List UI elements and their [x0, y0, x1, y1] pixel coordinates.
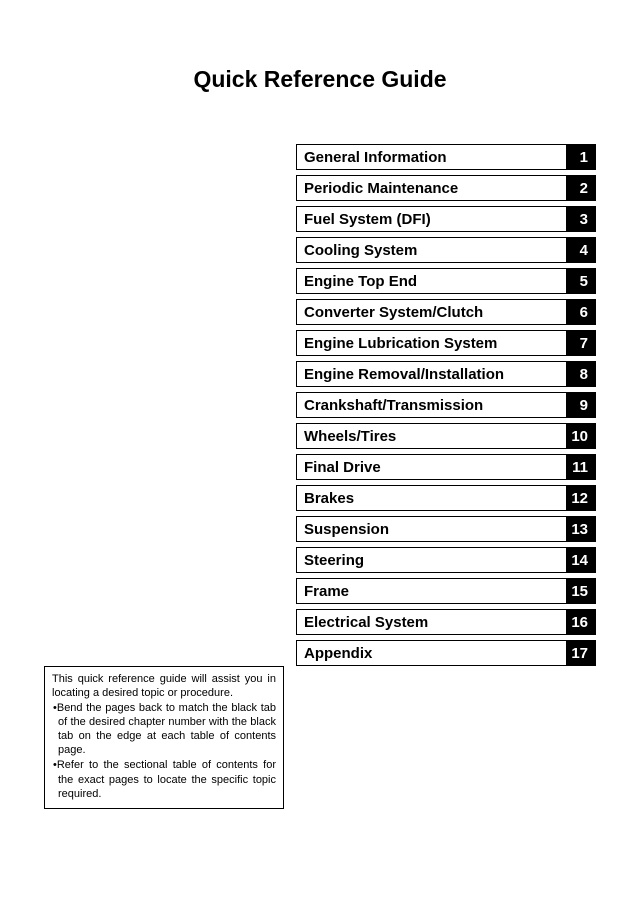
toc-row[interactable]: Engine Top End5	[296, 268, 596, 294]
toc-label: Wheels/Tires	[297, 428, 595, 445]
toc-row[interactable]: Crankshaft/Transmission9	[296, 392, 596, 418]
toc-number: 10	[570, 428, 592, 445]
toc-row[interactable]: Electrical System16	[296, 609, 596, 635]
toc-number: 4	[570, 242, 592, 259]
toc-row[interactable]: Steering14	[296, 547, 596, 573]
toc-number: 1	[570, 149, 592, 166]
toc-label: General Information	[297, 149, 595, 166]
toc-label: Steering	[297, 552, 595, 569]
toc-number: 13	[570, 521, 592, 538]
toc-number: 3	[570, 211, 592, 228]
toc-row[interactable]: Frame15	[296, 578, 596, 604]
toc-label: Final Drive	[297, 459, 595, 476]
toc-label: Periodic Maintenance	[297, 180, 595, 197]
page-title: Quick Reference Guide	[0, 66, 640, 93]
toc-label: Electrical System	[297, 614, 595, 631]
note-line: •Refer to the sectional table of content…	[52, 758, 276, 800]
toc-number: 14	[570, 552, 592, 569]
toc-number: 9	[570, 397, 592, 414]
toc-number: 17	[570, 645, 592, 662]
toc-row[interactable]: General Information1	[296, 144, 596, 170]
toc-label: Engine Top End	[297, 273, 595, 290]
toc-label: Suspension	[297, 521, 595, 538]
note-line: This quick reference guide will assist y…	[52, 672, 276, 700]
toc-row[interactable]: Fuel System (DFI)3	[296, 206, 596, 232]
toc-row[interactable]: Suspension13	[296, 516, 596, 542]
toc-label: Frame	[297, 583, 595, 600]
toc-row[interactable]: Appendix17	[296, 640, 596, 666]
page: Quick Reference Guide General Informatio…	[0, 0, 640, 904]
toc-row[interactable]: Final Drive11	[296, 454, 596, 480]
toc-label: Brakes	[297, 490, 595, 507]
toc-row[interactable]: Brakes12	[296, 485, 596, 511]
toc-number: 8	[570, 366, 592, 383]
toc-label: Engine Removal/Installation	[297, 366, 595, 383]
toc-label: Fuel System (DFI)	[297, 211, 595, 228]
toc-number: 16	[570, 614, 592, 631]
toc-number: 6	[570, 304, 592, 321]
note-box: This quick reference guide will assist y…	[44, 666, 284, 809]
toc-label: Cooling System	[297, 242, 595, 259]
toc-number: 12	[570, 490, 592, 507]
toc-label: Converter System/Clutch	[297, 304, 595, 321]
toc-row[interactable]: Engine Lubrication System7	[296, 330, 596, 356]
toc-row[interactable]: Periodic Maintenance2	[296, 175, 596, 201]
toc-label: Engine Lubrication System	[297, 335, 595, 352]
toc-label: Crankshaft/Transmission	[297, 397, 595, 414]
toc-number: 5	[570, 273, 592, 290]
toc-number: 11	[570, 459, 592, 476]
toc-row[interactable]: Converter System/Clutch6	[296, 299, 596, 325]
toc-row[interactable]: Cooling System4	[296, 237, 596, 263]
toc-list: General Information1 Periodic Maintenance…	[296, 144, 596, 671]
toc-number: 7	[570, 335, 592, 352]
note-line: •Bend the pages back to match the black …	[52, 701, 276, 757]
toc-number: 15	[570, 583, 592, 600]
toc-row[interactable]: Wheels/Tires10	[296, 423, 596, 449]
toc-row[interactable]: Engine Removal/Installation8	[296, 361, 596, 387]
toc-label: Appendix	[297, 645, 595, 662]
toc-number: 2	[570, 180, 592, 197]
